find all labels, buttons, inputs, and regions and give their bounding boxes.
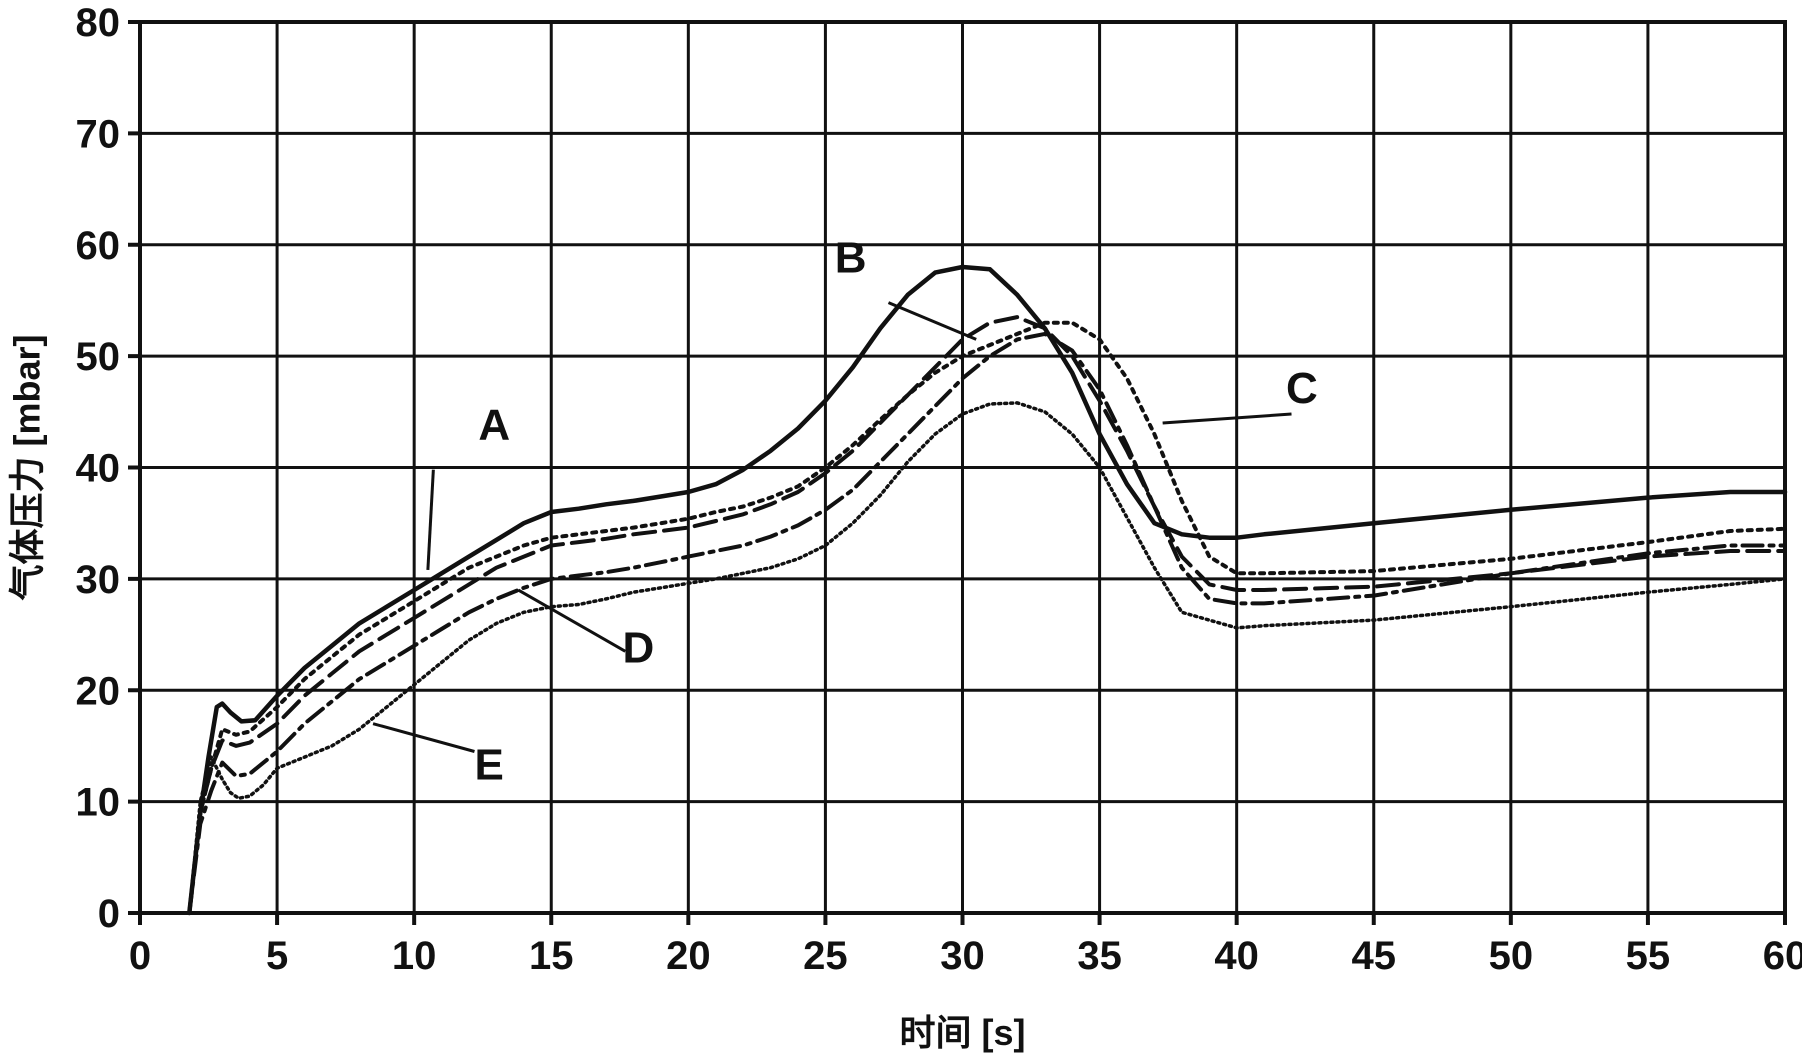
x-tick-label: 20 <box>666 934 711 978</box>
annotation-layer: A B C D E <box>373 234 1318 790</box>
y-tick-label: 60 <box>76 224 121 268</box>
series-label-b: B <box>835 234 867 283</box>
series-label-e: E <box>474 740 503 789</box>
tick-layer: 0 5 10 15 20 25 30 35 40 45 50 55 60 0 10 20 30 40 50 60 70 8… <box>76 1 1802 978</box>
series-leader-d <box>518 590 625 651</box>
x-tick-label: 30 <box>940 934 985 978</box>
series-line-d <box>189 334 1785 913</box>
series-leader-c <box>1163 414 1292 423</box>
y-tick-label: 30 <box>76 558 121 602</box>
y-axis-title: 气体压力 [mbar] <box>7 334 48 600</box>
series-line-a <box>189 267 1785 913</box>
x-tick-label: 45 <box>1352 934 1397 978</box>
x-axis-title: 时间 [s] <box>899 1012 1025 1053</box>
y-tick-label: 40 <box>76 447 121 491</box>
series-label-a: A <box>478 401 510 450</box>
y-tick-label: 20 <box>76 669 121 713</box>
y-tick-label: 10 <box>76 781 121 825</box>
x-tick-label: 25 <box>803 934 848 978</box>
x-tick-label: 40 <box>1214 934 1259 978</box>
series-label-c: C <box>1286 364 1318 413</box>
x-tick-label: 15 <box>529 934 574 978</box>
y-tick-label: 80 <box>76 1 121 45</box>
series-label-d: D <box>623 623 655 672</box>
x-tick-label: 5 <box>266 934 288 978</box>
y-tick-label: 50 <box>76 335 121 379</box>
y-tick-label: 70 <box>76 112 121 156</box>
series-line-c <box>189 323 1785 913</box>
x-tick-label: 50 <box>1489 934 1534 978</box>
series-layer <box>189 267 1785 913</box>
series-leader-a <box>428 470 433 570</box>
grid-layer <box>140 22 1785 913</box>
series-line-e <box>189 403 1785 913</box>
x-tick-label: 55 <box>1626 934 1671 978</box>
x-tick-label: 60 <box>1763 934 1802 978</box>
x-tick-label: 0 <box>129 934 151 978</box>
x-tick-label: 35 <box>1077 934 1122 978</box>
x-tick-label: 10 <box>392 934 437 978</box>
series-leader-e <box>373 724 474 752</box>
y-tick-label: 0 <box>98 892 120 936</box>
